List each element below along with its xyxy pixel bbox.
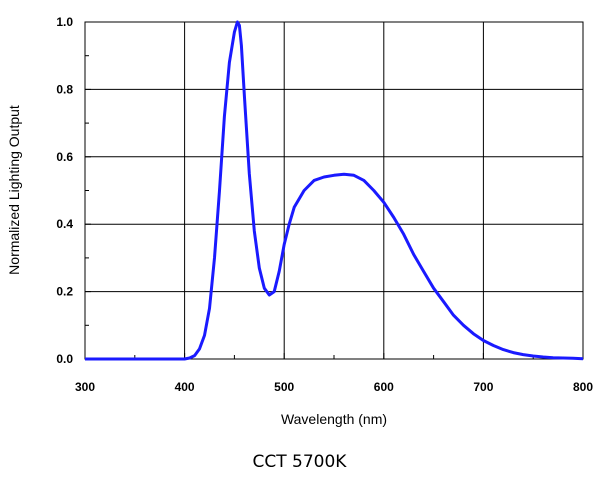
x-tick-label: 300 — [75, 380, 95, 394]
chart-caption: CCT 5700K — [252, 452, 347, 472]
x-tick-labels: 300 400 500 600 700 800 — [75, 380, 593, 394]
y-tick-label: 1.0 — [56, 15, 73, 29]
y-tick-label: 0.6 — [56, 150, 73, 164]
plot-frame — [84, 21, 584, 360]
y-tick-label: 0.4 — [56, 217, 73, 231]
x-tick-label: 500 — [274, 380, 294, 394]
y-tick-label: 0.2 — [56, 285, 73, 299]
x-tick-label: 700 — [473, 380, 493, 394]
x-axis-label: Wavelength (nm) — [281, 411, 387, 427]
axis-ticks — [84, 21, 584, 360]
y-tick-label: 0.0 — [56, 352, 73, 366]
x-tick-label: 600 — [374, 380, 394, 394]
grid — [85, 22, 583, 359]
y-tick-labels: 0.0 0.2 0.4 0.6 0.8 1.0 — [56, 15, 73, 366]
series-line — [85, 20, 584, 361]
spectrum-chart: 0.0 0.2 0.4 0.6 0.8 1.0 300 400 500 600 700 800 Wa… — [6, 15, 593, 427]
y-tick-label: 0.8 — [56, 82, 73, 96]
y-axis-label: Normalized Lighting Output — [6, 105, 22, 275]
x-tick-label: 400 — [175, 380, 195, 394]
x-tick-label: 800 — [573, 380, 593, 394]
